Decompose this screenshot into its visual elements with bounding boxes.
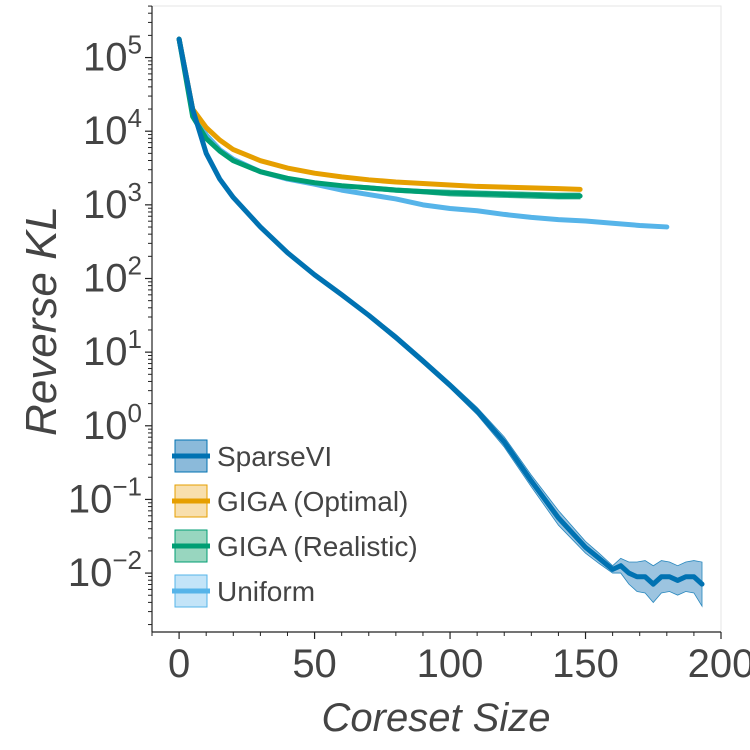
y-tick-label: 103 (83, 177, 142, 227)
line-uniform (176, 36, 670, 230)
line-giga-optimal (176, 36, 583, 192)
band-sparsevi (178, 37, 703, 608)
confidence-bands (178, 37, 703, 608)
y-tick-label: 10−2 (68, 545, 142, 595)
legend-label-giga-optimal: GIGA (Optimal) (217, 486, 408, 517)
band-giga-realistic (178, 37, 581, 200)
legend-label-giga-realistic: GIGA (Realistic) (217, 531, 418, 562)
x-tick-label: 50 (292, 642, 337, 686)
y-tick-label: 104 (83, 103, 142, 153)
y-tick-label: 10−1 (68, 471, 142, 521)
y-tick-label: 100 (83, 398, 142, 448)
legend: SparseVI GIGA (Optimal) GIGA (Realistic) Un… (172, 439, 418, 608)
series-lines (176, 36, 705, 587)
legend-label-sparsevi: SparseVI (217, 441, 332, 472)
line-sparsevi (176, 36, 705, 587)
y-tick-label: 101 (83, 324, 142, 374)
x-tick-label: 100 (417, 642, 484, 686)
x-tick-label: 150 (552, 642, 619, 686)
x-tick-label: 200 (688, 642, 750, 686)
x-tick-label: 0 (168, 642, 190, 686)
y-tick-label: 102 (83, 250, 142, 300)
legend-label-uniform: Uniform (217, 576, 315, 607)
x-axis: 0 50 100 150 200 (151, 632, 750, 686)
band-giga-optimal (178, 37, 581, 192)
line-giga-realistic (176, 36, 583, 199)
plot-frame (151, 5, 722, 633)
y-tick-label: 105 (83, 30, 142, 80)
y-axis: 105 104 103 102 101 100 10−1 10−2 (68, 5, 152, 626)
band-uniform (178, 37, 668, 229)
y-axis-title: Reverse KL (17, 206, 66, 436)
x-axis-title: Coreset Size (322, 696, 551, 740)
